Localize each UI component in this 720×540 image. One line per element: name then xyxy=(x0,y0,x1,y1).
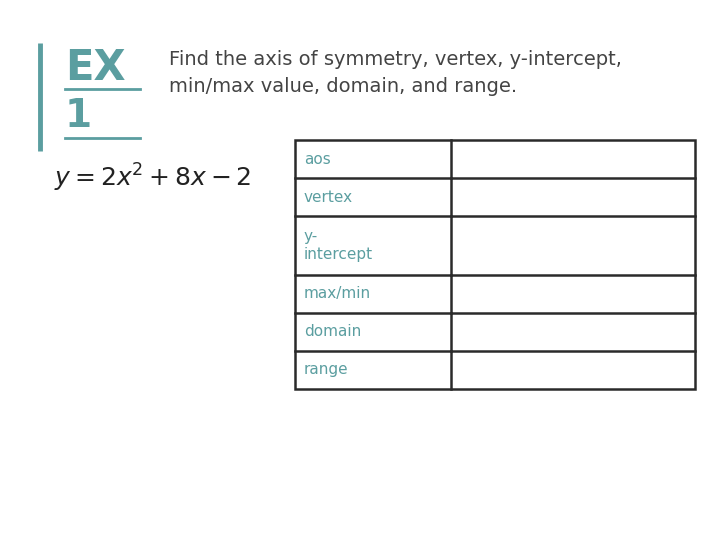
Text: range: range xyxy=(304,362,348,377)
Text: $y = 2x^2 + 8x - 2$: $y = 2x^2 + 8x - 2$ xyxy=(54,162,251,194)
Text: y-
intercept: y- intercept xyxy=(304,229,373,262)
Text: Find the axis of symmetry, vertex, y-intercept,
min/max value, domain, and range: Find the axis of symmetry, vertex, y-int… xyxy=(169,50,622,96)
Text: aos: aos xyxy=(304,152,330,167)
Bar xyxy=(295,140,695,389)
Text: vertex: vertex xyxy=(304,190,353,205)
Text: EX: EX xyxy=(65,46,125,89)
Text: 1: 1 xyxy=(65,97,92,135)
Text: max/min: max/min xyxy=(304,287,371,301)
Text: domain: domain xyxy=(304,325,361,340)
